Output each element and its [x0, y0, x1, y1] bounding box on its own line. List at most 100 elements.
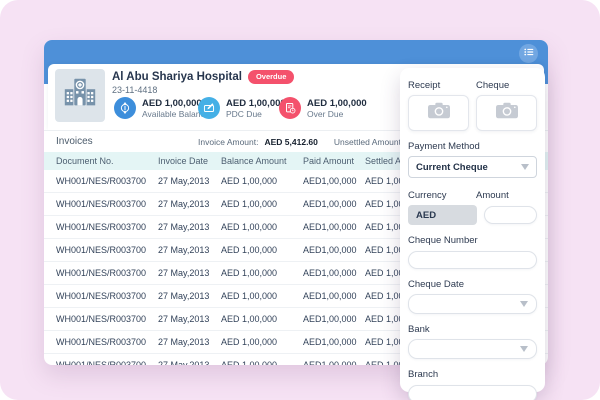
- stat-label: PDC Due: [226, 108, 262, 119]
- table-row[interactable]: WH001/NES/R003700 27 May,2013 AED 1,00,0…: [44, 193, 548, 216]
- cheque-date-select[interactable]: [408, 294, 537, 314]
- stat-pdc-due: AED 1,00,000 PDC Due: [198, 97, 286, 119]
- table-row[interactable]: WH001/NES/R003700 27 May,2013 AED 1,00,0…: [44, 170, 548, 193]
- bank-select[interactable]: [408, 339, 537, 359]
- stat-amount: AED 1,00,000: [142, 97, 202, 109]
- cell-document-no: WH001/NES/R003700: [56, 268, 147, 278]
- table-row[interactable]: WH001/NES/R003700 27 May,2013 AED 1,00,0…: [44, 262, 548, 285]
- amount-label: Amount: [476, 190, 509, 201]
- cell-document-no: WH001/NES/R003700: [56, 176, 147, 186]
- cell-document-no: WH001/NES/R003700: [56, 314, 147, 324]
- column-balance-amount: Balance Amount: [221, 156, 287, 166]
- cell-paid-amount: AED1,00,000: [303, 176, 357, 186]
- cell-invoice-date: 27 May,2013: [158, 291, 210, 301]
- bank-label: Bank: [408, 324, 430, 335]
- stat-amount: AED 1,00,000: [226, 97, 286, 109]
- cell-paid-amount: AED1,00,000: [303, 199, 357, 209]
- list-menu-icon: [523, 45, 535, 63]
- cheque-number-label: Cheque Number: [408, 235, 478, 246]
- cheque-upload-button[interactable]: [476, 95, 537, 131]
- stat-label: Over Due: [307, 108, 344, 119]
- hospital-id: 23-11-4418: [112, 85, 158, 95]
- cell-paid-amount: AED1,00,000: [303, 337, 357, 347]
- payment-method-value: Current Cheque: [416, 161, 488, 173]
- stat-available-balance: AED 1,00,000 Available Balance: [114, 97, 209, 119]
- cell-document-no: WH001/NES/R003700: [56, 337, 147, 347]
- cell-paid-amount: AED1,00,000: [303, 268, 357, 278]
- cell-settled-amount: AED 1,00,000: [365, 222, 422, 232]
- camera-icon: [427, 102, 450, 124]
- cell-invoice-date: 27 May,2013: [158, 199, 210, 209]
- cell-document-no: WH001/NES/R003700: [56, 222, 147, 232]
- cell-settled-amount: AED 1,00,000: [365, 176, 422, 186]
- camera-icon: [495, 102, 518, 124]
- column-paid-amount: Paid Amount: [303, 156, 355, 166]
- cell-paid-amount: AED1,00,000: [303, 245, 357, 255]
- chevron-down-icon: [520, 301, 528, 307]
- cheque-label: Cheque: [476, 80, 510, 91]
- balance-icon: [114, 97, 136, 119]
- overdue-doc-clock-icon: [279, 97, 301, 119]
- payment-method-label: Payment Method: [408, 141, 480, 152]
- cell-balance-amount: AED 1,00,000: [221, 360, 278, 365]
- stat-over-due: AED 1,00,000 Over Due: [279, 97, 367, 119]
- cell-paid-amount: AED1,00,000: [303, 314, 357, 324]
- cell-settled-amount: AED 1,00,000: [365, 291, 422, 301]
- chevron-down-icon: [521, 164, 529, 170]
- cell-balance-amount: AED 1,00,000: [221, 222, 278, 232]
- cell-settled-amount: AED 1,00,000: [365, 337, 422, 347]
- branch-input[interactable]: [408, 385, 537, 400]
- branch-label: Branch: [408, 369, 439, 380]
- cell-invoice-date: 27 May,2013: [158, 337, 210, 347]
- invoice-amount-label: Invoice Amount:: [198, 137, 259, 147]
- cell-settled-amount: AED 1,00,000: [365, 268, 422, 278]
- cell-invoice-date: 27 May,2013: [158, 245, 210, 255]
- cheque-number-input[interactable]: [408, 251, 537, 269]
- hospital-logo: [55, 69, 105, 122]
- cheque-date-label: Cheque Date: [408, 279, 464, 290]
- cell-balance-amount: AED 1,00,000: [221, 337, 278, 347]
- table-row[interactable]: WH001/NES/R003700 27 May,2013 AED 1,00,0…: [44, 216, 548, 239]
- stat-label: Available Balance: [142, 108, 210, 119]
- cell-invoice-date: 27 May,2013: [158, 314, 210, 324]
- table-row[interactable]: WH001/NES/R003700 27 May,2013 AED 1,00,0…: [44, 308, 548, 331]
- column-document-no: Document No.: [56, 156, 114, 166]
- cell-invoice-date: 27 May,2013: [158, 176, 210, 186]
- cheque-pen-icon: [198, 97, 220, 119]
- invoice-amount-value: AED 5,412.60: [264, 137, 318, 147]
- payment-panel: Receipt Cheque: [400, 68, 545, 400]
- cell-settled-amount: AED 1,00,000: [365, 245, 422, 255]
- table-row[interactable]: WH001/NES/R003700 27 May,2013 AED 1,00,0…: [44, 354, 548, 365]
- cell-settled-amount: AED 1,00,000: [365, 199, 422, 209]
- currency-field: AED: [408, 205, 477, 225]
- chevron-down-icon: [520, 346, 528, 352]
- payment-method-select[interactable]: Current Cheque: [408, 156, 537, 178]
- cell-invoice-date: 27 May,2013: [158, 268, 210, 278]
- cell-invoice-date: 27 May,2013: [158, 222, 210, 232]
- cell-invoice-date: 27 May,2013: [158, 360, 210, 365]
- menu-button[interactable]: [519, 44, 538, 63]
- cell-balance-amount: AED 1,00,000: [221, 245, 278, 255]
- table-row[interactable]: WH001/NES/R003700 27 May,2013 AED 1,00,0…: [44, 285, 548, 308]
- column-settled-amount: Settled Amount: [365, 156, 427, 166]
- table-row[interactable]: WH001/NES/R003700 27 May,2013 AED 1,00,0…: [44, 239, 548, 262]
- cell-balance-amount: AED 1,00,000: [221, 314, 278, 324]
- cell-settled-amount: AED 1,00,000: [365, 360, 422, 365]
- cell-balance-amount: AED 1,00,000: [221, 199, 278, 209]
- unsettled-amount-label: Unsettled Amount:: [333, 137, 404, 147]
- hospital-name: Al Abu Shariya Hospital: [112, 71, 242, 83]
- amount-input[interactable]: [484, 206, 537, 224]
- cell-document-no: WH001/NES/R003700: [56, 360, 147, 365]
- receipt-label: Receipt: [408, 80, 441, 91]
- cell-document-no: WH001/NES/R003700: [56, 199, 147, 209]
- cell-balance-amount: AED 1,00,000: [221, 268, 278, 278]
- hospital-building-icon: [61, 73, 99, 118]
- table-row[interactable]: WH001/NES/R003700 27 May,2013 AED 1,00,0…: [44, 331, 548, 354]
- cell-settled-amount: AED 1,00,000: [365, 314, 422, 324]
- cell-paid-amount: AED1,00,000: [303, 291, 357, 301]
- cell-balance-amount: AED 1,00,000: [221, 176, 278, 186]
- invoice-table-body: WH001/NES/R003700 27 May,2013 AED 1,00,0…: [44, 170, 548, 365]
- cell-document-no: WH001/NES/R003700: [56, 291, 147, 301]
- receipt-upload-button[interactable]: [408, 95, 469, 131]
